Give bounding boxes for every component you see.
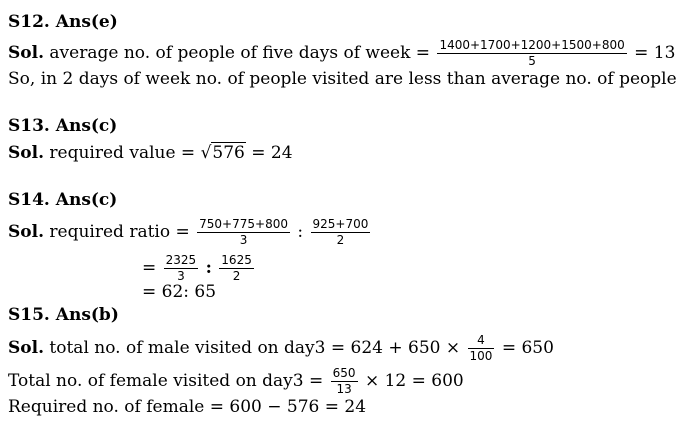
s12-numerator: 1400+1700+1200+1500+800 <box>437 38 627 54</box>
s14-f2-denominator: 2 <box>336 233 345 247</box>
s14-f1-numerator: 750+775+800 <box>197 217 290 233</box>
s14-fraction-1: 750+775+800 3 <box>197 217 290 248</box>
s12-conclusion: So, in 2 days of week no. of people visi… <box>8 69 676 89</box>
s15-heading: S15. Ans(b) <box>8 305 119 325</box>
s13-result: = 24 <box>251 143 293 163</box>
s15-fraction-2: 650 13 <box>330 366 358 397</box>
s14-colon: : <box>297 222 304 242</box>
s14-fraction-2: 925+700 2 <box>310 217 371 248</box>
s12-denominator: 5 <box>528 54 536 68</box>
s12-text: average no. of people of five days of we… <box>49 43 431 63</box>
s12-heading: S12. Ans(e) <box>8 12 118 32</box>
sqrt-sign-icon: √ <box>200 143 212 163</box>
s14-eq2: = <box>142 258 157 278</box>
s14-final: = 62: 65 <box>142 282 217 302</box>
s14-g2-numerator: 1625 <box>219 253 254 269</box>
s14-sol-label: Sol. <box>8 222 44 242</box>
s13-sol-label: Sol. <box>8 143 44 163</box>
s15-text1: total no. of male visited on day3 = 624 … <box>49 338 461 358</box>
s14-g1-denominator: 3 <box>177 269 185 283</box>
s14-solution-line: Sol. required ratio = 750+775+800 3 : 92… <box>8 217 372 248</box>
s14-f1-denominator: 3 <box>239 233 248 247</box>
s15-text2: Total no. of female visited on day3 = <box>8 371 324 391</box>
s15-solution-line: Sol. total no. of male visited on day3 =… <box>8 333 554 364</box>
s14-g1-numerator: 2325 <box>163 253 199 269</box>
s13-text: required value = <box>49 143 196 163</box>
s14-fraction-4: 1625 2 <box>219 253 254 284</box>
s14-fraction-3: 2325 3 <box>163 253 199 284</box>
s14-heading: S14. Ans(c) <box>8 190 118 210</box>
s15-result2: × 12 = 600 <box>364 371 464 391</box>
s15-sol-label: Sol. <box>8 338 44 358</box>
s14-text: required ratio = <box>49 222 190 242</box>
s15-fraction-1: 4 100 <box>467 333 495 364</box>
s14-step-2: = 2325 3 : 1625 2 <box>142 253 256 284</box>
s15-required-line: Required no. of female = 600 − 576 = 24 <box>8 397 367 417</box>
s15-f-denominator: 100 <box>469 349 493 363</box>
s13-sqrt: √576 <box>200 142 246 163</box>
s15-f2-denominator: 13 <box>336 382 352 396</box>
s15-f-numerator: 4 <box>467 333 495 349</box>
s15-result1: = 650 <box>501 338 554 358</box>
s13-solution-line: Sol. required value = √576 = 24 <box>8 142 293 163</box>
s13-radicand: 576 <box>211 142 246 163</box>
s15-f2-numerator: 650 <box>330 366 358 382</box>
s15-female-line: Total no. of female visited on day3 = 65… <box>8 366 464 397</box>
s14-f2-numerator: 925+700 <box>310 217 371 233</box>
s14-colon-2: : <box>205 258 212 278</box>
s12-fraction: 1400+1700+1200+1500+800 5 <box>437 38 627 69</box>
s12-sol-label: Sol. <box>8 43 44 63</box>
s12-result: = 1320 <box>634 43 676 63</box>
s13-heading: S13. Ans(c) <box>8 116 118 136</box>
s12-solution-line: Sol. average no. of people of five days … <box>8 38 676 69</box>
s14-g2-denominator: 2 <box>232 269 241 283</box>
